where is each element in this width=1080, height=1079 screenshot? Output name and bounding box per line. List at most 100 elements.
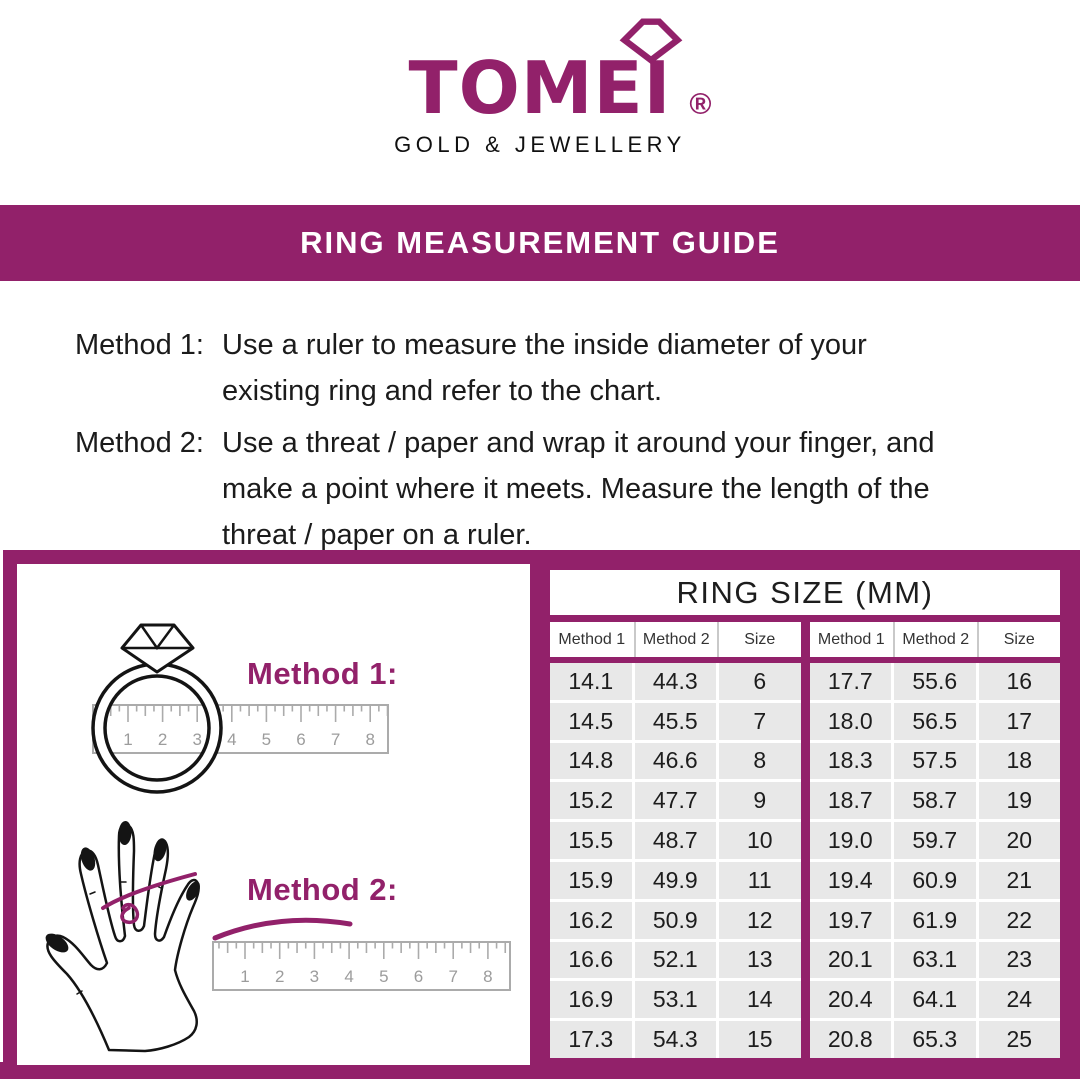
ring-illustration xyxy=(91,623,223,794)
diagram-method1-label: Method 1: xyxy=(247,656,398,691)
size-cell: 7 xyxy=(719,702,801,740)
size-cell: 14.8 xyxy=(550,742,632,780)
size-cell: 16.2 xyxy=(550,901,632,939)
size-cell: 47.7 xyxy=(634,782,716,820)
method2-instruction: Method 2: Use a threat / paper and wrap … xyxy=(75,420,1040,558)
size-chart-left-group: Method 1 Method 2 Size 14.1 44.3 6 14.5 45.5 7 1… xyxy=(550,622,801,1058)
size-grid: 17.7 55.6 16 18.0 56.5 17 18.3 57.5 18 18.7 58.7 19… xyxy=(809,663,1060,1058)
size-cell: 23 xyxy=(978,941,1060,979)
size-cell: 14 xyxy=(719,981,801,1019)
size-cell: 15.9 xyxy=(550,861,632,899)
size-cell: 20.1 xyxy=(809,941,891,979)
size-cell: 55.6 xyxy=(894,663,976,700)
size-cell: 46.6 xyxy=(634,742,716,780)
ruler-number: 8 xyxy=(483,967,492,986)
column-header: Size xyxy=(717,622,801,657)
page-title-banner: RING MEASUREMENT GUIDE xyxy=(0,205,1080,281)
size-cell: 52.1 xyxy=(634,941,716,979)
size-cell: 17 xyxy=(978,702,1060,740)
size-cell: 18.7 xyxy=(809,782,891,820)
size-cell: 65.3 xyxy=(894,1021,976,1058)
size-cell: 57.5 xyxy=(894,742,976,780)
size-cell: 64.1 xyxy=(894,981,976,1019)
size-cell: 15.5 xyxy=(550,822,632,859)
size-cell: 63.1 xyxy=(894,941,976,979)
column-header: Method 1 xyxy=(817,630,885,648)
size-cell: 49.9 xyxy=(634,861,716,899)
size-cell: 11 xyxy=(719,861,801,899)
diagram-canvas: 1 2 3 4 5 6 7 8 xyxy=(45,623,511,1053)
ruler-number: 4 xyxy=(227,730,236,749)
ruler-number: 4 xyxy=(344,967,353,986)
ring-size-chart: RING SIZE (MM) Method 1 Method 2 Size 14.1… xyxy=(530,550,1080,1079)
chart-columns: Method 1 Method 2 Size 14.1 44.3 6 14.5 45.5 7 1… xyxy=(550,622,1060,1058)
ruler-number: 6 xyxy=(414,967,423,986)
brand-name: TOMEI xyxy=(408,46,672,130)
ruler1-illustration: 1 2 3 4 5 6 7 8 xyxy=(92,704,389,754)
size-cell: 59.7 xyxy=(894,822,976,859)
ruler-number: 3 xyxy=(192,730,201,749)
ruler2-illustration: 1 2 3 4 5 6 7 8 xyxy=(212,941,511,991)
size-cell: 19.0 xyxy=(809,822,891,859)
measurement-diagram-box: 1 2 3 4 5 6 7 8 xyxy=(3,550,544,1079)
method1-label: Method 1: xyxy=(75,329,204,361)
size-cell: 20 xyxy=(978,822,1060,859)
thread-length-arc xyxy=(212,917,353,941)
size-cell: 44.3 xyxy=(634,663,716,700)
hand-illustration xyxy=(45,821,200,1053)
size-cell: 13 xyxy=(719,941,801,979)
column-header: Method 2 xyxy=(893,622,977,657)
column-header: Method 2 xyxy=(633,622,718,657)
brand-subtitle: GOLD & JEWELLERY xyxy=(394,132,686,157)
ruler-number: 3 xyxy=(310,967,319,986)
column-header-row: Method 1 Method 2 Size xyxy=(550,622,801,657)
size-cell: 17.3 xyxy=(550,1021,632,1058)
ruler-number: 7 xyxy=(331,730,340,749)
ruler-number: 7 xyxy=(448,967,457,986)
size-cell: 15.2 xyxy=(550,782,632,820)
size-cell: 14.5 xyxy=(550,702,632,740)
brand-logo: TOMEI ® GOLD & JEWELLERY xyxy=(0,18,1080,158)
brand-row: TOMEI ® xyxy=(409,18,711,124)
column-header: Method 1 xyxy=(558,630,626,648)
size-cell: 20.4 xyxy=(809,981,891,1019)
size-cell: 18.0 xyxy=(809,702,891,740)
size-cell: 16.6 xyxy=(550,941,632,979)
size-cell: 25 xyxy=(978,1021,1060,1058)
column-header-row: Method 1 Method 2 Size xyxy=(809,622,1061,657)
size-cell: 6 xyxy=(719,663,801,700)
chart-title: RING SIZE (MM) xyxy=(550,570,1060,615)
size-cell: 22 xyxy=(978,901,1060,939)
ruler-number: 2 xyxy=(158,730,167,749)
method2-text: Use a threat / paper and wrap it around … xyxy=(222,427,935,551)
size-cell: 54.3 xyxy=(634,1021,716,1058)
size-cell: 19.4 xyxy=(809,861,891,899)
method1-instruction: Method 1: Use a ruler to measure the ins… xyxy=(75,322,1040,414)
size-cell: 21 xyxy=(978,861,1060,899)
diamond-icon xyxy=(620,18,683,64)
size-cell: 53.1 xyxy=(634,981,716,1019)
ruler-number: 1 xyxy=(240,967,249,986)
size-cell: 9 xyxy=(719,782,801,820)
size-cell: 45.5 xyxy=(634,702,716,740)
ruler-number: 5 xyxy=(262,730,271,749)
size-cell: 61.9 xyxy=(894,901,976,939)
size-cell: 18.3 xyxy=(809,742,891,780)
size-cell: 58.7 xyxy=(894,782,976,820)
column-header: Size xyxy=(976,622,1061,657)
size-cell: 56.5 xyxy=(894,702,976,740)
ruler-number: 6 xyxy=(296,730,305,749)
diagram-method2-label: Method 2: xyxy=(247,872,398,907)
size-cell: 20.8 xyxy=(809,1021,891,1058)
ruler-number: 2 xyxy=(275,967,284,986)
size-chart-right-group: Method 1 Method 2 Size 17.7 55.6 16 18.0 56.5 1… xyxy=(809,622,1061,1058)
size-cell: 10 xyxy=(719,822,801,859)
size-cell: 12 xyxy=(719,901,801,939)
size-cell: 15 xyxy=(719,1021,801,1058)
ruler-number: 8 xyxy=(365,730,374,749)
ruler-number: 1 xyxy=(123,730,132,749)
size-cell: 60.9 xyxy=(894,861,976,899)
method1-text: Use a ruler to measure the inside diamet… xyxy=(222,329,867,407)
ruler-number: 5 xyxy=(379,967,388,986)
